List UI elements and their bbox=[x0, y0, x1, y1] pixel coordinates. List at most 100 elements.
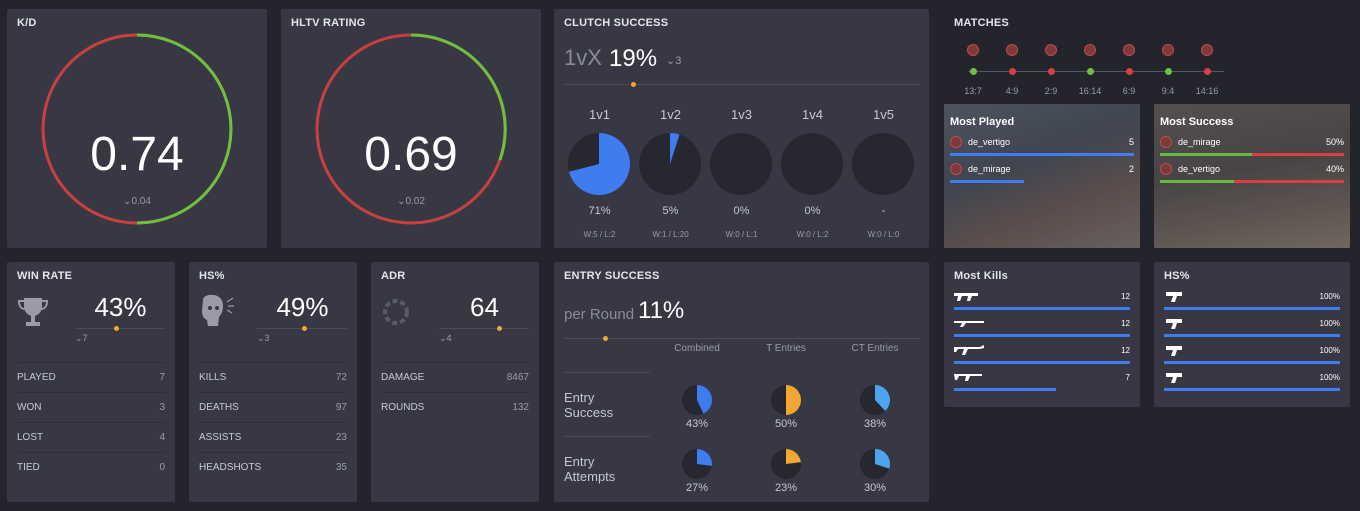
hs-card: HS% 49% ⌄3 KILLS 72 DEATHS 97 ASSISTS 23 HEADS… bbox=[189, 262, 357, 502]
weapon-bar bbox=[1164, 361, 1340, 364]
stat-row: ASSISTS 23 bbox=[199, 422, 347, 452]
clutch-label: 1v2 bbox=[660, 107, 681, 122]
match-result-dot[interactable] bbox=[1126, 68, 1133, 75]
entry-row-divider bbox=[564, 372, 650, 373]
entry-divider bbox=[564, 338, 920, 339]
clutch-pie-wrap bbox=[710, 133, 772, 200]
weapon-icon bbox=[954, 345, 984, 355]
match-result-dot[interactable] bbox=[1204, 68, 1211, 75]
clutch-pie-wrap bbox=[568, 133, 630, 200]
trophy-icon bbox=[17, 298, 49, 326]
winrate-card: WIN RATE 43% ⌄7 PLAYED 7 WON 3 LOST 4 TIED 0 bbox=[7, 262, 175, 502]
entry-pie-wrap bbox=[860, 449, 890, 484]
hs-weapons-title: HS% bbox=[1164, 270, 1190, 282]
weapon-bar bbox=[1164, 334, 1340, 337]
entry-row-label: Entry Attempts bbox=[564, 454, 616, 484]
entry-card: ENTRY SUCCESS per Round 11% Combined T En… bbox=[554, 262, 929, 502]
player-avatar-icon bbox=[1123, 44, 1135, 56]
stat-row: DEATHS 97 bbox=[199, 392, 347, 422]
entry-col-header: Combined bbox=[674, 343, 720, 354]
kd-card: K/D 0.74 ⌄0.04 bbox=[7, 9, 267, 248]
clutch-pct: 0% bbox=[804, 205, 821, 217]
adr-ring-icon bbox=[383, 299, 409, 325]
map-pct: 40% bbox=[1325, 164, 1344, 174]
match-result-dot[interactable] bbox=[1087, 68, 1094, 75]
clutch-pie bbox=[781, 133, 843, 195]
entry-row-label: Entry Success bbox=[564, 390, 614, 420]
weapon-value: 100% bbox=[1319, 373, 1340, 382]
weapon-icon bbox=[1166, 346, 1182, 356]
hs-marker bbox=[302, 326, 307, 331]
matches-section: MATCHES 13:7 4:9 2:9 16:14 6:9 9:4 14:16 bbox=[944, 9, 1354, 101]
map-pct: 50% bbox=[1325, 137, 1344, 147]
clutch-label: 1v3 bbox=[731, 107, 752, 122]
map-icon bbox=[950, 163, 962, 175]
map-bar bbox=[950, 180, 1024, 183]
map-icon bbox=[1160, 136, 1172, 148]
clutch-label: 1v5 bbox=[873, 107, 894, 122]
hs-value: 49% bbox=[276, 292, 329, 322]
match-result-dot[interactable] bbox=[1048, 68, 1055, 75]
map-name: de_mirage bbox=[1178, 137, 1221, 147]
stat-value: 0 bbox=[159, 462, 165, 473]
entry-col-header: CT Entries bbox=[851, 343, 899, 354]
entry-pie-wrap bbox=[682, 449, 712, 484]
stat-row: LOST 4 bbox=[17, 422, 165, 452]
stat-row: PLAYED 7 bbox=[17, 362, 165, 392]
entry-col-header: T Entries bbox=[766, 343, 806, 354]
stat-value: 97 bbox=[335, 402, 347, 413]
entry-prefix: per Round bbox=[564, 306, 635, 323]
entry-pie-wrap bbox=[771, 385, 801, 420]
player-avatar-icon bbox=[967, 44, 979, 56]
stat-value: 8467 bbox=[506, 372, 529, 383]
clutch-wl: W:1 / L:20 bbox=[652, 230, 689, 239]
entry-pct: 30% bbox=[863, 482, 887, 494]
player-avatar-icon bbox=[1084, 44, 1096, 56]
most-success-title: Most Success bbox=[1160, 116, 1234, 128]
clutch-wl: W:0 / L:2 bbox=[796, 230, 829, 239]
clutch-marker bbox=[631, 82, 636, 87]
match-result-dot[interactable] bbox=[1009, 68, 1016, 75]
map-icon bbox=[950, 136, 962, 148]
hltv-card: HLTV RATING 0.69 ⌄0.02 bbox=[281, 9, 541, 248]
most-kills-title: Most Kills bbox=[954, 270, 1008, 282]
weapon-bar bbox=[1164, 388, 1340, 391]
entry-marker bbox=[603, 336, 608, 341]
map-bar bbox=[950, 153, 1134, 156]
weapon-bar bbox=[954, 307, 1130, 310]
map-image-overlay bbox=[1154, 104, 1350, 248]
stat-row: DAMAGE 8467 bbox=[381, 362, 529, 392]
stat-label: DEATHS bbox=[199, 402, 239, 413]
stat-row: WON 3 bbox=[17, 392, 165, 422]
map-icon bbox=[1160, 163, 1172, 175]
pie-slice bbox=[875, 449, 890, 469]
clutch-wl: W:5 / L:2 bbox=[583, 230, 616, 239]
clutch-pct: 71% bbox=[588, 205, 611, 217]
stat-row: KILLS 72 bbox=[199, 362, 347, 392]
weapon-value: 100% bbox=[1319, 292, 1340, 301]
stat-label: KILLS bbox=[199, 372, 227, 383]
map-win-bar bbox=[1160, 153, 1252, 156]
weapon-value: 100% bbox=[1319, 346, 1340, 355]
stat-value: 72 bbox=[335, 372, 347, 383]
match-result-dot[interactable] bbox=[970, 68, 977, 75]
most-kills-card: Most Kills 12 12 12 7 bbox=[944, 262, 1140, 407]
winrate-marker bbox=[114, 326, 119, 331]
hltv-title: HLTV RATING bbox=[291, 17, 366, 29]
player-avatar-icon bbox=[1045, 44, 1057, 56]
clutch-pie bbox=[568, 133, 630, 195]
weapon-icon bbox=[1166, 373, 1182, 383]
most-played-card: Most Played de_vertigo 5 de_mirage 2 bbox=[944, 104, 1140, 248]
weapon-value: 7 bbox=[1125, 373, 1130, 382]
weapon-icon bbox=[954, 293, 978, 301]
kd-value: 0.74 bbox=[90, 128, 184, 181]
entry-pie-wrap bbox=[860, 385, 890, 420]
weapon-bar bbox=[1164, 307, 1340, 310]
match-result-dot[interactable] bbox=[1165, 68, 1172, 75]
clutch-divider bbox=[564, 84, 920, 85]
kd-delta: ⌄0.04 bbox=[123, 196, 151, 207]
pie-slice bbox=[670, 133, 680, 164]
clutch-pie-wrap bbox=[781, 133, 843, 200]
entry-pct: 50% bbox=[774, 418, 798, 430]
stat-row: ROUNDS 132 bbox=[381, 392, 529, 422]
